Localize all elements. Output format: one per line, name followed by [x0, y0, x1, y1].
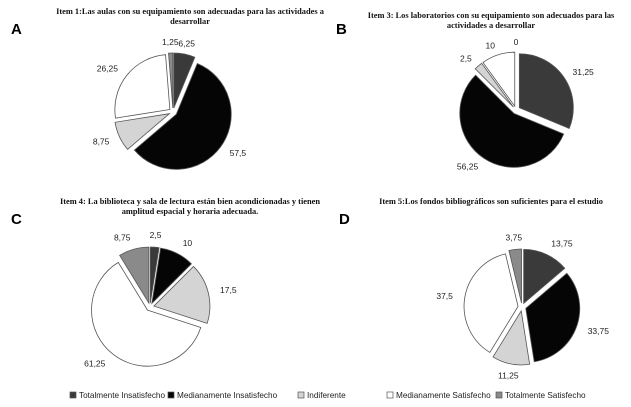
data-label-medianamente-insatisfecho: 57,5 — [230, 148, 247, 158]
pie-panel-c: C Item 4: La biblioteca y sala de lectura… — [11, 197, 320, 369]
data-label-totalmente-satisfecho: 3,75 — [506, 233, 523, 243]
data-label-totalmente-satisfecho: 1,25 — [162, 37, 179, 47]
data-label-medianamente-insatisfecho: 10 — [183, 238, 193, 248]
data-label-indiferente: 2,5 — [460, 53, 472, 63]
pie-slice-medianamente-insatisfecho — [525, 272, 581, 363]
legend-label: Totalmente Satisfecho — [505, 391, 586, 400]
legend-label: Medianamente Insatisfecho — [177, 391, 278, 400]
pie-slice-medianamente-satisfecho — [482, 51, 516, 108]
legend-item-medianamente-insatisfecho: Medianamente Insatisfecho — [167, 391, 278, 400]
data-label-totalmente-satisfecho: 8,75 — [114, 233, 131, 243]
pie-slice-indiferente — [114, 113, 171, 150]
pie-slice-totalmente-satisfecho — [119, 246, 150, 305]
legend-label: Totalmente Insatisfecho — [79, 391, 165, 400]
pie-slice-totalmente-satisfecho — [168, 52, 174, 109]
data-label-indiferente: 8,75 — [93, 136, 110, 146]
legend-item-totalmente-satisfecho: Totalmente Satisfecho — [495, 391, 586, 400]
legend: Totalmente Insatisfecho Medianamente Insa… — [69, 391, 586, 400]
legend-item-medianamente-satisfecho: Medianamente Satisfecho — [386, 391, 491, 400]
pie-slice-medianamente-satisfecho — [91, 261, 202, 367]
chart-title: amplitud espacial y horaria adecuada. — [122, 207, 259, 216]
pie-slice-medianamente-insatisfecho — [133, 63, 232, 170]
pie-panel-d: D Item 5:Los fondos bibliográficos son su… — [339, 197, 609, 381]
pie-panel-b: B Item 3: Los laboratorios con su equipam… — [336, 11, 615, 172]
panel-letter: A — [11, 21, 22, 38]
pie-panel-a: A Item 1:Las aulas con su equipamiento so… — [11, 7, 325, 170]
data-label-indiferente: 11,25 — [498, 371, 519, 381]
legend-swatch — [167, 391, 175, 399]
pie-slice-totalmente-insatisfecho — [149, 246, 160, 304]
pie-slice-totalmente-insatisfecho — [523, 248, 566, 305]
panel-letter: B — [336, 21, 347, 38]
legend-label: Indiferente — [307, 391, 346, 400]
chart-title: Item 3: Los laboratorios con su equipami… — [368, 11, 615, 20]
pie-slice-medianamente-insatisfecho — [459, 74, 565, 168]
data-label-totalmente-insatisfecho: 31,25 — [573, 67, 595, 77]
data-label-medianamente-insatisfecho: 56,25 — [457, 162, 479, 172]
chart-title: actividades a desarrollar — [447, 21, 536, 30]
data-label-medianamente-satisfecho: 61,25 — [84, 359, 106, 369]
pie-slice-medianamente-insatisfecho — [151, 247, 192, 305]
legend-swatch — [386, 391, 394, 399]
data-label-medianamente-satisfecho: 26,25 — [97, 64, 119, 74]
data-label-totalmente-insatisfecho: 6,25 — [178, 38, 195, 48]
data-label-indiferente: 17,5 — [220, 285, 237, 295]
pie-slice-indiferente — [474, 62, 514, 108]
data-label-totalmente-insatisfecho: 13,75 — [551, 238, 573, 248]
data-label-medianamente-satisfecho: 37,5 — [436, 291, 453, 301]
legend-item-indiferente: Indiferente — [297, 391, 346, 400]
pie-slice-medianamente-satisfecho — [463, 253, 519, 353]
chart-title: Item 1:Las aulas con su equipamiento son… — [56, 7, 325, 16]
legend-swatch — [69, 391, 77, 399]
legend-swatch — [297, 391, 305, 399]
data-label-totalmente-satisfecho: 0 — [514, 37, 519, 47]
legend-item-totalmente-insatisfecho: Totalmente Insatisfecho — [69, 391, 165, 400]
pie-slice-totalmente-insatisfecho — [518, 53, 574, 129]
data-label-totalmente-insatisfecho: 2,5 — [150, 230, 162, 240]
legend-swatch — [495, 391, 503, 399]
pie-slice-indiferente — [492, 309, 531, 366]
data-label-medianamente-satisfecho: 10 — [486, 40, 496, 50]
chart-title: Item 5:Los fondos bibliográficos son suf… — [379, 197, 603, 206]
pie-slice-indiferente — [153, 265, 211, 324]
pie-slice-totalmente-satisfecho — [508, 248, 522, 304]
chart-title: desarrollar — [170, 17, 210, 26]
panel-letter: D — [339, 211, 350, 228]
pie-slice-totalmente-insatisfecho — [173, 52, 196, 109]
pie-slice-medianamente-satisfecho — [114, 54, 171, 119]
data-label-medianamente-insatisfecho: 33,75 — [588, 326, 610, 336]
legend-label: Medianamente Satisfecho — [396, 391, 491, 400]
chart-title: Item 4: La biblioteca y sala de lectura … — [60, 197, 320, 206]
panel-letter: C — [11, 211, 22, 228]
